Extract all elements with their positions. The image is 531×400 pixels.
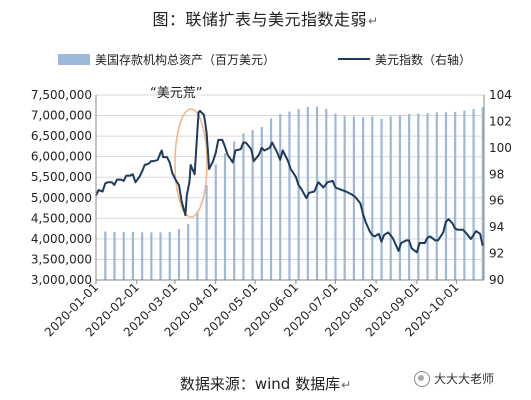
y-right-tick-label: 96 (489, 194, 504, 208)
y-right-tick-label: 98 (489, 167, 504, 181)
bar (205, 185, 208, 280)
y-left-tick-label: 4,000,000 (31, 232, 92, 246)
y-right-tick-label: 104 (489, 88, 512, 102)
bar (371, 116, 374, 280)
annotation-layer: “美元荒” (150, 86, 208, 218)
bar (297, 108, 300, 280)
bar (343, 115, 346, 280)
bar (223, 153, 227, 280)
bar (380, 118, 383, 280)
bar (168, 231, 171, 280)
bar (113, 231, 116, 280)
y-right-tick-label: 92 (489, 247, 504, 261)
usd-shortage-ellipse (174, 108, 208, 218)
y-left-tick-label: 5,500,000 (31, 170, 92, 184)
bar (260, 127, 263, 280)
usd-shortage-label: “美元荒” (150, 86, 202, 101)
bar (325, 108, 328, 280)
bar (187, 224, 190, 280)
bar (315, 106, 319, 280)
bar (269, 118, 273, 280)
legend: 美国存款机构总资产（百万美元） 美元指数（右轴） (58, 52, 471, 67)
bar (389, 116, 392, 280)
bar (141, 232, 144, 280)
bar (472, 108, 475, 280)
usd-index-line (95, 109, 484, 254)
y-left-tick-label: 6,500,000 (31, 129, 92, 143)
legend-line-label: 美元指数（右轴） (375, 52, 471, 67)
bar (177, 229, 181, 280)
bar (463, 110, 466, 280)
watermark: 大大大老师 (414, 370, 494, 387)
bar (481, 107, 484, 280)
bar (426, 113, 429, 280)
bar (131, 231, 135, 280)
bar (150, 232, 153, 280)
data-source: 数据来源：wind 数据库↵ (0, 373, 531, 394)
y-left-tick-label: 7,500,000 (31, 88, 92, 102)
y-left-tick-label: 5,000,000 (31, 191, 92, 205)
paragraph-mark: ↵ (367, 14, 379, 28)
bar (251, 129, 254, 280)
bar (242, 133, 245, 280)
watermark-text: 大大大老师 (434, 372, 495, 386)
bar (104, 231, 107, 280)
bar (454, 111, 457, 280)
y-left-tick-label: 6,000,000 (31, 150, 92, 164)
bar (159, 232, 162, 280)
bar (196, 211, 199, 280)
y-left-tick-label: 3,000,000 (31, 273, 92, 287)
bar (417, 113, 420, 280)
wechat-logo-icon (414, 370, 430, 387)
bar (398, 115, 402, 281)
y-left-tick-label: 4,500,000 (31, 211, 92, 225)
bar (214, 164, 217, 280)
bar (444, 112, 448, 281)
legend-bar-swatch (58, 54, 90, 65)
bar (408, 113, 411, 281)
y-right-tick-label: 94 (489, 220, 504, 234)
y-left-tick-label: 7,000,000 (31, 109, 92, 123)
bar (361, 117, 365, 280)
bar (288, 111, 291, 280)
bar (435, 112, 438, 281)
legend-bar-label: 美国存款机构总资产（百万美元） (95, 52, 275, 67)
y-right-tick-label: 102 (489, 114, 512, 128)
data-source-text: 数据来源：wind 数据库 (179, 375, 341, 393)
bar (233, 141, 236, 280)
y-right-tick-label: 100 (489, 141, 512, 155)
bar (334, 113, 337, 280)
bar (352, 116, 355, 280)
bar (122, 231, 125, 280)
bar (279, 113, 282, 281)
paragraph-mark: ↵ (341, 378, 352, 392)
y-right-tick-label: 90 (489, 273, 504, 287)
chart-title: 图：联储扩表与美元指数走弱↵ (0, 6, 531, 30)
chart-title-text: 图：联储扩表与美元指数走弱 (152, 10, 367, 29)
line-series (95, 109, 484, 254)
bar-series (104, 106, 484, 281)
y-left-tick-label: 3,500,000 (31, 252, 92, 266)
